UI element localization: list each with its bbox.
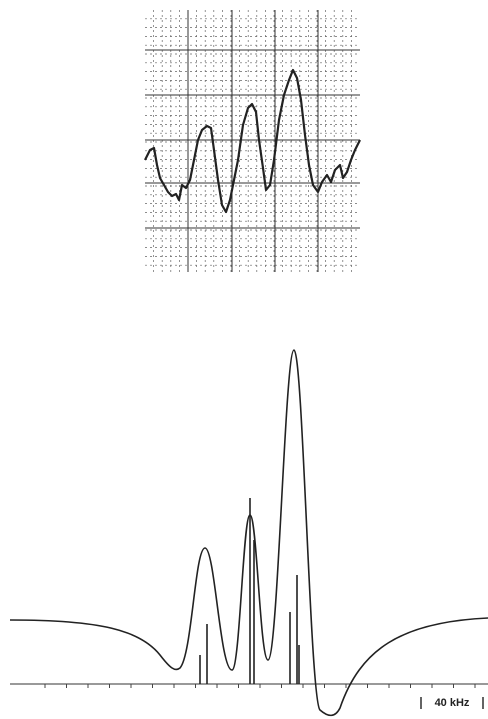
scale-label: 40 kHz [435,697,470,709]
simulated-spectrum [10,350,488,715]
page: 40 kHz (() => { const data = JSON.parse(… [0,0,488,719]
oscilloscope-grid [145,10,360,272]
axis-ticks [45,684,475,688]
figure: 40 kHz [0,0,488,719]
measured-trace [145,70,360,212]
